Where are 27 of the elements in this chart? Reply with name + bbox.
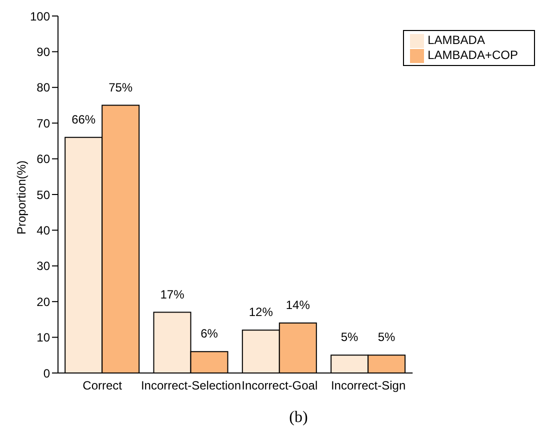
y-tick-label: 0 (43, 366, 50, 380)
data-label: 14% (286, 298, 310, 312)
data-label: 17% (160, 287, 185, 302)
y-tick-label: 50 (36, 188, 50, 202)
y-tick-label: 40 (36, 223, 50, 238)
data-label: 66% (72, 112, 96, 126)
data-label: 6% (200, 326, 218, 341)
y-tick-label: 20 (36, 294, 50, 309)
data-label: 5% (340, 330, 359, 344)
data-label: 12% (248, 305, 274, 320)
x-tick-label: Incorrect-Goal (242, 378, 318, 393)
y-tick-label: 70 (36, 116, 50, 130)
data-label: 75% (108, 80, 133, 94)
legend-label: LAMBADA+COP (428, 48, 518, 62)
y-tick-label: 100 (30, 9, 50, 24)
y-tick-label: 90 (36, 44, 50, 59)
y-tick-label: 80 (36, 80, 50, 95)
y-tick-label: 60 (36, 152, 50, 166)
y-tick-label: 10 (36, 330, 50, 345)
x-tick-label: Correct (82, 378, 123, 393)
x-tick-label: Incorrect-Selection (140, 378, 242, 393)
text: (b) (288, 409, 309, 427)
y-axis-title: Proportion(%) (14, 160, 28, 234)
x-tick-label: Incorrect-Sign (330, 378, 406, 393)
legend-label: LAMBADA (428, 33, 485, 47)
data-label: 5% (378, 330, 396, 344)
y-tick-label: 30 (36, 259, 50, 274)
